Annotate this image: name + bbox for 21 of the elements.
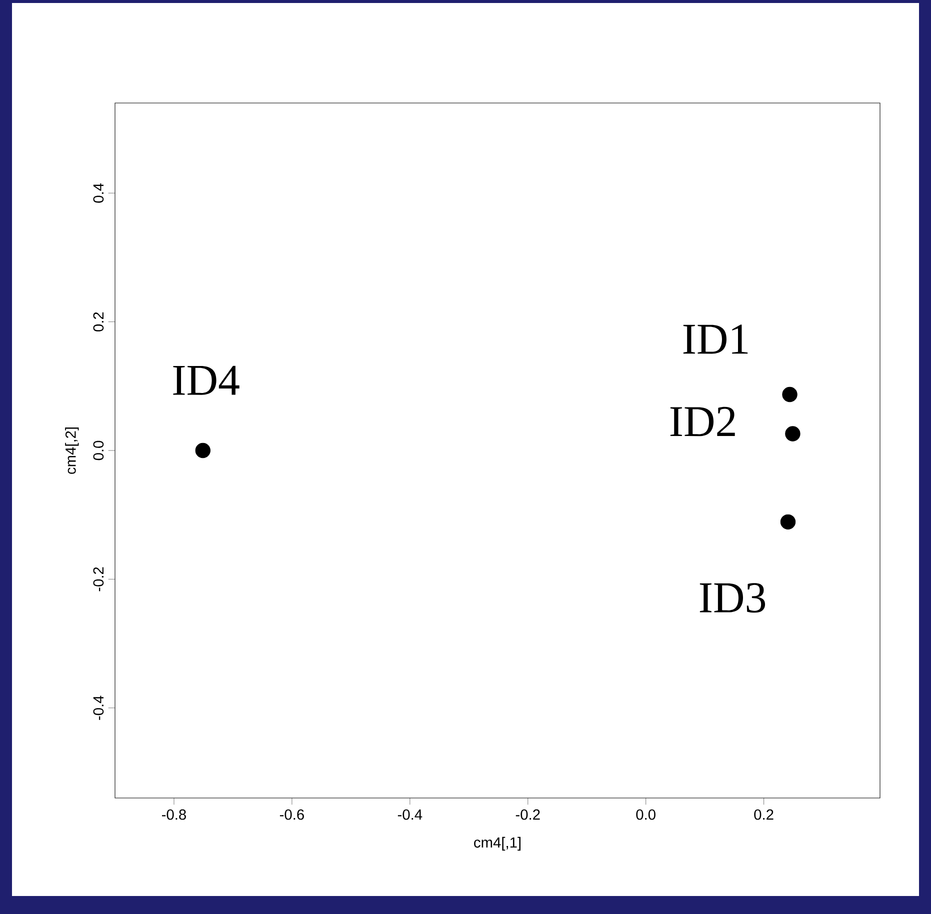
- x-axis-title: cm4[,1]: [474, 836, 521, 851]
- point: [782, 386, 798, 402]
- x-tick-label: -0.8: [162, 809, 186, 820]
- x-tick-label: -0.4: [398, 809, 422, 820]
- y-tick-label: 0.4: [93, 183, 104, 203]
- y-tick-label: 0.2: [93, 312, 104, 332]
- x-tick-label: 0.0: [636, 809, 656, 820]
- annotation: ID1: [683, 324, 748, 354]
- y-tick-label: 0.0: [93, 440, 104, 460]
- point: [195, 442, 210, 458]
- point: [780, 514, 796, 530]
- annotation: ID2: [670, 406, 735, 436]
- x-tick-label: -0.6: [280, 809, 304, 820]
- annotation: ID4: [173, 366, 240, 395]
- y-tick-label: -0.4: [93, 696, 104, 720]
- x-tick-label: 0.2: [754, 809, 774, 820]
- x-tick-label: -0.2: [516, 809, 540, 820]
- y-axis-title: cm4[,2]: [65, 427, 79, 474]
- annotation: ID3: [700, 583, 766, 613]
- point: [785, 426, 800, 442]
- y-tick-label: -0.2: [93, 567, 104, 592]
